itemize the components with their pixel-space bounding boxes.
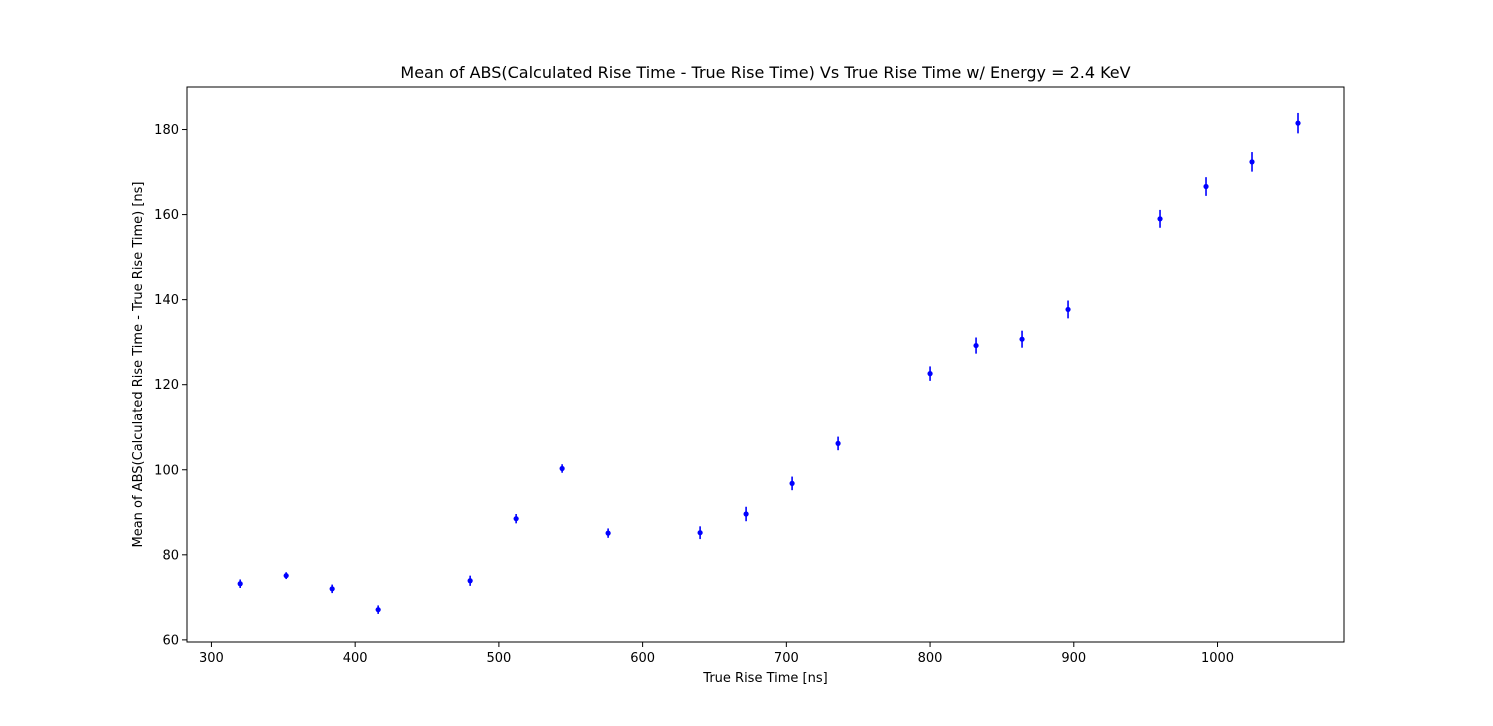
- data-point: [1203, 183, 1209, 190]
- data-point: [237, 581, 243, 587]
- x-tick-label: 600: [630, 651, 655, 666]
- data-point: [467, 578, 473, 584]
- x-tick-label: 400: [343, 651, 368, 666]
- x-tick-label: 300: [199, 651, 224, 666]
- data-point: [1019, 336, 1025, 342]
- x-tick-label: 900: [1061, 651, 1086, 666]
- x-tick-label: 800: [918, 651, 943, 666]
- x-tick-label: 1000: [1201, 651, 1234, 666]
- data-point: [1157, 216, 1163, 222]
- y-axis-ticks: 60 80 100 120 140 160 180: [154, 123, 187, 648]
- data-series: [237, 112, 1301, 614]
- x-tick-label: 700: [774, 651, 799, 666]
- y-tick-label: 140: [154, 293, 179, 308]
- data-point: [1065, 306, 1071, 313]
- data-point: [743, 511, 749, 517]
- y-tick-label: 120: [154, 378, 179, 393]
- x-axis-label: True Rise Time [ns]: [702, 671, 827, 686]
- y-tick-label: 80: [162, 548, 179, 563]
- y-axis-label: Mean of ABS(Calculated Rise Time - True …: [131, 181, 146, 547]
- data-point: [375, 607, 381, 613]
- data-point: [1295, 120, 1301, 126]
- data-point: [559, 465, 565, 472]
- data-point: [283, 573, 289, 579]
- data-point: [973, 342, 979, 349]
- data-point: [835, 440, 841, 446]
- data-point: [329, 586, 335, 592]
- axes-frame: [186, 86, 1345, 643]
- data-point: [789, 480, 795, 486]
- data-point: [513, 516, 519, 522]
- data-point: [1249, 159, 1255, 165]
- y-tick-label: 60: [162, 633, 179, 648]
- data-point: [605, 530, 611, 536]
- y-tick-label: 180: [154, 123, 179, 138]
- data-point: [697, 530, 703, 536]
- data-point: [927, 371, 933, 377]
- x-tick-label: 500: [486, 651, 511, 666]
- y-tick-label: 100: [154, 463, 179, 478]
- chart-title: Mean of ABS(Calculated Rise Time - True …: [400, 63, 1130, 82]
- x-axis-ticks: 300 400 500 600 700 800 900 1000: [199, 642, 1234, 666]
- y-tick-label: 160: [154, 208, 179, 223]
